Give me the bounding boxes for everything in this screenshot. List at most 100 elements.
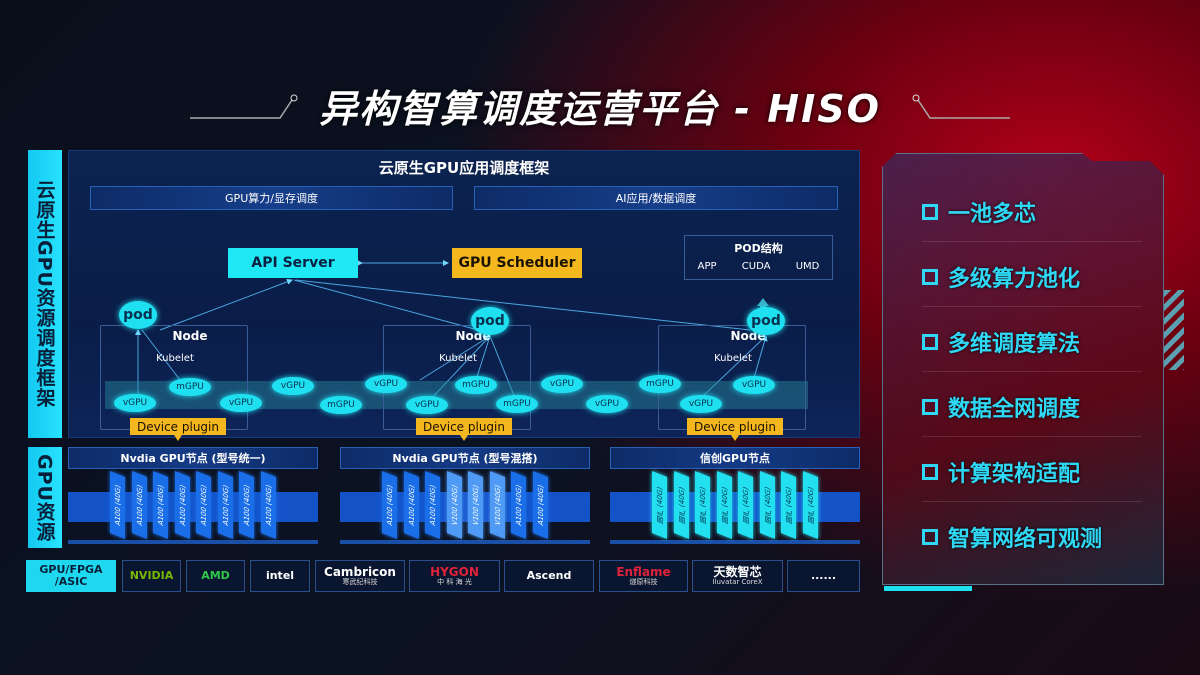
gpu-card-label: A100 (40G) [242, 483, 251, 527]
feature-divider [922, 371, 1142, 372]
vendor-logo-6: Ascend [504, 560, 594, 592]
feature-item: 多维调度算法 [922, 326, 1080, 358]
vendor-subtitle: 燧原科技 [629, 577, 658, 586]
feature-item: 一池多芯 [922, 196, 1036, 228]
features-panel [882, 153, 1164, 585]
gpu-card-label: 国产 (40G) [655, 485, 664, 525]
vendor-logo-7: Enflame 燧原科技 [599, 560, 688, 592]
mgpu-bubble: mGPU [455, 376, 497, 394]
vgpu-bubble: vGPU [220, 394, 262, 412]
pod-structure-title: POD结构 [734, 242, 783, 255]
feature-item: 多级算力池化 [922, 261, 1080, 293]
panel-stripe-decoration [1164, 290, 1184, 370]
gpu-card: V100 (40G) [446, 470, 462, 540]
checkbox-icon [922, 204, 938, 220]
gpu-card-label: V100 (40G) [493, 483, 501, 527]
down-arrow-icon [174, 435, 182, 441]
feature-divider [922, 306, 1142, 307]
gpu-card: A100 (40G) [511, 470, 526, 540]
gpu-compute-bar: GPU算力/显存调度 [90, 186, 453, 210]
feature-divider [922, 501, 1142, 502]
gpu-card-label: A100 (40G) [156, 483, 165, 527]
mgpu-bubble: mGPU [496, 395, 538, 413]
gpu-card: A100 (40G) [382, 470, 397, 540]
down-arrow-icon [731, 435, 739, 441]
vendor-logo-8: 天数智芯 Iluvatar CoreX [692, 560, 783, 592]
vendor-logo-9: ...... [787, 560, 860, 592]
checkbox-icon [922, 464, 938, 480]
gpu-node-base [340, 540, 590, 544]
gpu-card: 国产 (40G) [802, 470, 818, 540]
gpu-node-base [610, 540, 860, 544]
vgpu-bubble: vGPU [365, 375, 407, 393]
kubelet-label: Kubelet [156, 353, 194, 364]
gpu-card-label: A100 (40G) [514, 483, 523, 527]
vendor-name: intel [265, 568, 295, 582]
vendor-logo-3: intel [250, 560, 310, 592]
gpu-card-label: A100 (40G) [385, 483, 394, 527]
vendor-name: Cambricon [324, 564, 396, 579]
gpu-card-label: 国产 (40G) [741, 485, 750, 525]
vendor-name: Enflame [616, 564, 671, 579]
feature-divider [922, 241, 1142, 242]
gpu-card-label: V100 (40G) [471, 483, 480, 527]
feature-label: 多维调度算法 [948, 332, 1081, 357]
vendor-row-label: GPU/FPGA /ASIC [26, 560, 116, 592]
pod-bubble: pod [747, 307, 785, 335]
gpu-node-rail [610, 492, 860, 522]
checkbox-icon [922, 529, 938, 545]
gpu-node-base [68, 540, 318, 544]
gpu-card: 国产 (40G) [716, 470, 732, 540]
vendor-name: HYGON [430, 564, 479, 579]
pod-item-cuda: CUDA [741, 261, 771, 272]
gpu-card-label: 国产 (40G) [784, 485, 793, 525]
panel-accent-bar [884, 586, 972, 591]
mgpu-bubble: mGPU [320, 396, 362, 414]
feature-label: 智算网络可观测 [948, 527, 1103, 552]
vgpu-bubble: vGPU [586, 395, 628, 413]
gpu-card: A100 (40G) [425, 470, 440, 540]
vgpu-bubble: vGPU [272, 377, 314, 395]
gpu-node-header: 信创GPU节点 [610, 447, 860, 469]
vendor-name: Ascend [526, 568, 572, 582]
checkbox-icon [922, 334, 938, 350]
gpu-card: A100 (40G) [403, 470, 419, 540]
device-plugin-box: Device plugin [130, 418, 226, 435]
gpu-card-label: A100 (40G) [113, 483, 122, 527]
pod-item-umd: UMD [795, 261, 820, 272]
pod-structure-box: POD结构 APP CUDA UMD [684, 235, 833, 280]
feature-divider [922, 436, 1142, 437]
resources-side-label: GPU资源 [28, 447, 62, 548]
vgpu-bubble: vGPU [541, 375, 583, 393]
gpu-card-label: A100 (40G) [135, 483, 143, 527]
gpu-card: A100 (40G) [260, 470, 276, 540]
vendor-name: 天数智芯 [713, 564, 762, 579]
vgpu-bubble: vGPU [733, 376, 775, 394]
title-decoration [190, 94, 1010, 119]
gpu-card: 国产 (40G) [759, 470, 775, 540]
gpu-card: A100 (40G) [153, 470, 168, 540]
gpu-card: V100 (40G) [468, 470, 483, 540]
gpu-card: 国产 (40G) [695, 470, 710, 540]
vgpu-bubble: vGPU [406, 396, 448, 414]
node-label: Node [172, 329, 208, 343]
gpu-card-label: 国产 (40G) [806, 485, 814, 525]
down-arrow-icon [460, 435, 468, 441]
vendor-logo-4: Cambricon 寒武纪科技 [315, 560, 405, 592]
gpu-card-label: A100 (40G) [221, 483, 229, 527]
gpu-card-label: 国产 (40G) [720, 485, 728, 525]
gpu-node-rail [340, 492, 590, 522]
gpu-card-label: 国产 (40G) [763, 485, 771, 525]
gpu-card: A100 (40G) [196, 470, 211, 540]
gpu-card-label: V100 (40G) [450, 483, 458, 527]
node-label: Node [455, 329, 491, 343]
device-plugin-box: Device plugin [416, 418, 512, 435]
feature-label: 多级算力池化 [948, 267, 1081, 292]
vendor-logo-1: NVIDIA [122, 560, 181, 592]
gpu-node-header: Nvdia GPU节点 (型号统一) [68, 447, 318, 469]
gpu-card: A100 (40G) [110, 470, 125, 540]
feature-label: 计算架构适配 [948, 462, 1081, 487]
vgpu-bubble: vGPU [114, 394, 156, 412]
gpu-card: A100 (40G) [174, 470, 190, 540]
